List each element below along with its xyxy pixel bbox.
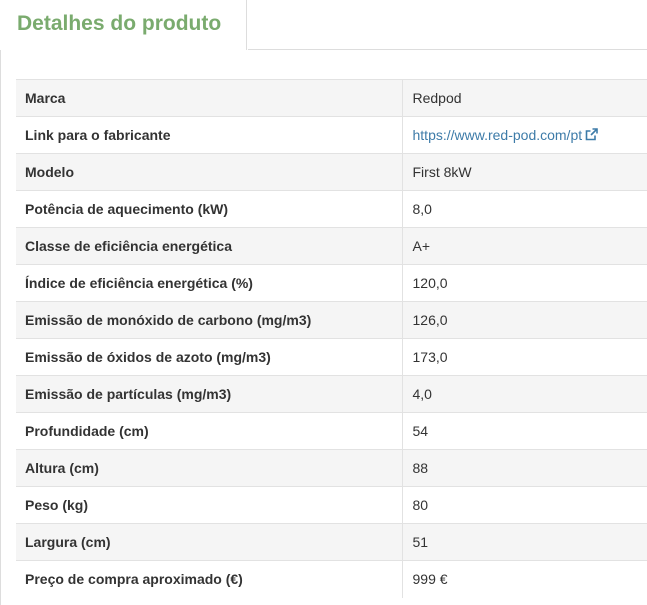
spec-value: 999 € [402, 560, 647, 598]
spec-label: Marca [16, 79, 403, 117]
spec-label: Preço de compra aproximado (€) [16, 560, 403, 598]
tab-panel [0, 50, 647, 605]
table-row: Largura (cm) 51 [16, 523, 647, 561]
spec-value: First 8kW [402, 153, 647, 191]
spec-label: Emissão de monóxido de carbono (mg/m3) [16, 301, 403, 339]
spec-value: 80 [402, 486, 647, 524]
spec-value: 8,0 [402, 190, 647, 228]
spec-label: Emissão de partículas (mg/m3) [16, 375, 403, 413]
spec-label: Profundidade (cm) [16, 412, 403, 450]
spec-label: Emissão de óxidos de azoto (mg/m3) [16, 338, 403, 376]
spec-value: 88 [402, 449, 647, 487]
spec-value: 51 [402, 523, 647, 561]
tab-product-details[interactable]: Detalhes do produto [0, 0, 247, 50]
spec-value-cell: https://www.red-pod.com/pt [402, 116, 647, 154]
spec-label: Largura (cm) [16, 523, 403, 561]
table-row: Emissão de partículas (mg/m3) 4,0 [16, 375, 647, 413]
table-row: Link para o fabricante https://www.red-p… [16, 116, 647, 154]
spec-label: Altura (cm) [16, 449, 403, 487]
spec-value: A+ [402, 227, 647, 265]
spec-value: 126,0 [402, 301, 647, 339]
spec-label: Modelo [16, 153, 403, 191]
table-row: Índice de eficiência energética (%) 120,… [16, 264, 647, 302]
spec-value: 120,0 [402, 264, 647, 302]
tab-bar: Detalhes do produto [0, 0, 647, 50]
table-row: Peso (kg) 80 [16, 486, 647, 524]
spec-value: 54 [402, 412, 647, 450]
table-row: Modelo First 8kW [16, 153, 647, 191]
spec-value: Redpod [402, 79, 647, 117]
table-row: Emissão de óxidos de azoto (mg/m3) 173,0 [16, 338, 647, 376]
table-row: Potência de aquecimento (kW) 8,0 [16, 190, 647, 228]
product-specs-table: Marca Redpod Link para o fabricante http… [16, 79, 647, 598]
manufacturer-link[interactable]: https://www.red-pod.com/pt [412, 126, 583, 143]
table-row: Marca Redpod [16, 79, 647, 117]
spec-value: 173,0 [402, 338, 647, 376]
spec-label: Peso (kg) [16, 486, 403, 524]
spec-value: 4,0 [402, 375, 647, 413]
spec-label: Classe de eficiência energética [16, 227, 403, 265]
table-row: Emissão de monóxido de carbono (mg/m3) 1… [16, 301, 647, 339]
table-row: Profundidade (cm) 54 [16, 412, 647, 450]
table-row: Altura (cm) 88 [16, 449, 647, 487]
spec-label: Link para o fabricante [16, 116, 403, 154]
tab-divider [248, 49, 647, 50]
table-row: Preço de compra aproximado (€) 999 € [16, 560, 647, 598]
table-row: Classe de eficiência energética A+ [16, 227, 647, 265]
external-link-icon[interactable] [585, 127, 598, 144]
tab-title: Detalhes do produto [17, 12, 222, 35]
spec-label: Índice de eficiência energética (%) [16, 264, 403, 302]
spec-label: Potência de aquecimento (kW) [16, 190, 403, 228]
